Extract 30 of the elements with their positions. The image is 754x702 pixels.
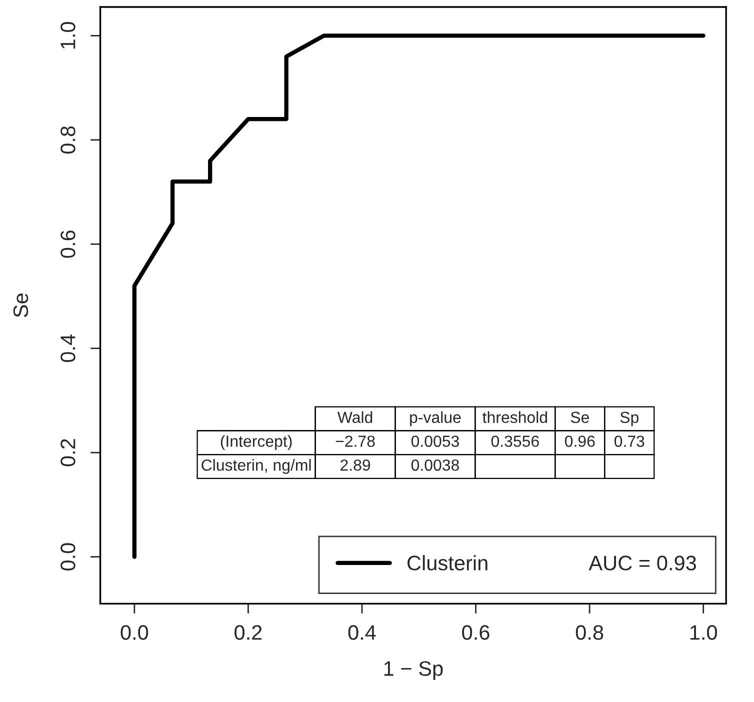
annotation: 0.73 [614,436,644,447]
annotation: AUC = 0.93 [588,556,696,570]
y-tick-label: 0.0 [60,543,76,570]
y-tick-label: 1.0 [60,22,76,49]
y-tick-label: 0.8 [60,126,76,154]
annotation: 0.0038 [411,459,459,471]
x-tick-label: 0.8 [576,625,604,640]
x-tick-label: 0.6 [462,625,490,640]
annotation: 0.96 [564,436,595,447]
y-tick-label: 0.4 [60,334,76,362]
annotation: p-value [410,411,461,426]
x-tick-label: 1.0 [690,625,718,640]
y-tick-label: 0.6 [60,230,76,258]
legend-label: Clusterin [408,555,488,570]
annotation: (Intercept) [220,435,292,450]
x-tick-label: 0.0 [120,625,148,640]
x-axis-title: 1 − Sp [384,661,443,680]
x-tick-label: 0.4 [348,625,376,640]
annotation: 0.3556 [491,436,539,447]
annotation: Sp [620,412,638,426]
annotation: Se [570,412,589,424]
x-tick-label: 0.2 [234,625,262,640]
y-tick-label: 0.2 [60,439,76,466]
annotation: −2.78 [336,436,375,447]
annotation: Wald [337,411,372,424]
y-axis-title: Se [13,294,28,318]
annotation: threshold [482,411,547,424]
annotation: Clusterin, ng/ml [202,459,311,474]
annotation: 0.0053 [411,436,459,447]
annotation: 2.89 [340,459,370,471]
